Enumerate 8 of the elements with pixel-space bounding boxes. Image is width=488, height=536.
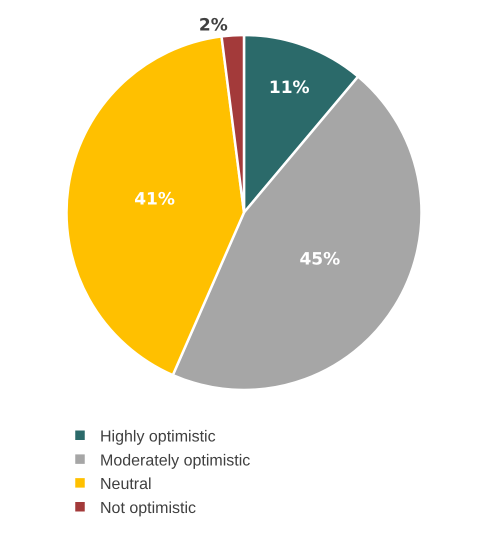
- legend-label: Not optimistic: [100, 500, 196, 517]
- legend-label: Neutral: [100, 476, 152, 494]
- legend-label: Highly optimistic: [100, 428, 216, 446]
- data-label: 45%: [299, 250, 340, 270]
- data-label: 2%: [198, 15, 228, 36]
- legend-label: Moderately optimistic: [100, 452, 250, 470]
- data-label: 11%: [268, 78, 310, 98]
- data-label: 41%: [134, 190, 175, 210]
